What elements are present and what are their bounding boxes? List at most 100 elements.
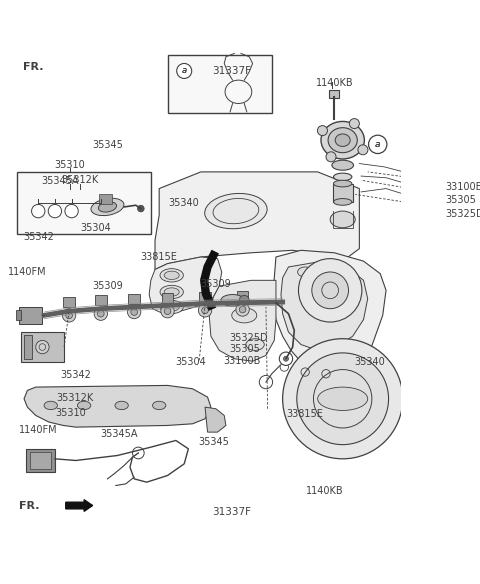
FancyBboxPatch shape xyxy=(24,335,32,359)
Ellipse shape xyxy=(314,265,329,274)
FancyBboxPatch shape xyxy=(30,452,51,469)
Ellipse shape xyxy=(98,201,117,212)
Text: 1140KB: 1140KB xyxy=(306,486,344,496)
Circle shape xyxy=(284,356,288,361)
Text: 35325D: 35325D xyxy=(230,333,268,343)
FancyBboxPatch shape xyxy=(17,172,151,234)
Text: 35304: 35304 xyxy=(81,223,111,232)
Ellipse shape xyxy=(153,401,166,409)
Ellipse shape xyxy=(321,121,364,159)
Ellipse shape xyxy=(246,339,264,350)
Circle shape xyxy=(177,64,192,78)
Text: 35312K: 35312K xyxy=(56,393,94,403)
Ellipse shape xyxy=(204,193,267,229)
Ellipse shape xyxy=(164,303,179,311)
Circle shape xyxy=(312,272,348,309)
Polygon shape xyxy=(24,385,211,427)
Text: 1140FM: 1140FM xyxy=(19,426,58,436)
Text: 35345: 35345 xyxy=(198,437,229,447)
Circle shape xyxy=(128,305,141,319)
Text: 35305: 35305 xyxy=(230,343,261,353)
Polygon shape xyxy=(205,407,226,432)
Text: 35340: 35340 xyxy=(354,357,385,367)
Circle shape xyxy=(97,310,104,317)
Circle shape xyxy=(202,307,208,314)
FancyBboxPatch shape xyxy=(19,307,42,324)
Ellipse shape xyxy=(331,267,346,277)
Circle shape xyxy=(317,126,327,135)
Polygon shape xyxy=(149,257,222,314)
Circle shape xyxy=(297,353,388,444)
Circle shape xyxy=(279,352,293,366)
Circle shape xyxy=(137,205,144,212)
Text: 35312K: 35312K xyxy=(61,175,98,185)
FancyBboxPatch shape xyxy=(443,177,480,225)
Text: 35310: 35310 xyxy=(55,160,85,170)
FancyArrow shape xyxy=(66,500,93,512)
Ellipse shape xyxy=(335,134,350,147)
Polygon shape xyxy=(209,280,276,361)
Text: 35309: 35309 xyxy=(93,281,123,291)
Text: 35305: 35305 xyxy=(445,195,476,205)
Circle shape xyxy=(65,204,78,218)
Ellipse shape xyxy=(160,286,183,298)
FancyBboxPatch shape xyxy=(162,293,173,303)
FancyBboxPatch shape xyxy=(199,292,211,302)
Circle shape xyxy=(259,376,273,389)
Circle shape xyxy=(132,447,144,459)
Ellipse shape xyxy=(160,269,183,282)
Ellipse shape xyxy=(330,211,355,228)
Polygon shape xyxy=(281,262,368,350)
Circle shape xyxy=(349,119,360,128)
Text: 35310: 35310 xyxy=(55,408,86,418)
Circle shape xyxy=(131,309,137,315)
Ellipse shape xyxy=(164,288,179,296)
Text: 33815E: 33815E xyxy=(286,409,323,419)
Circle shape xyxy=(161,304,174,318)
Circle shape xyxy=(369,135,387,154)
Ellipse shape xyxy=(221,294,244,306)
Text: 33100B: 33100B xyxy=(223,356,260,366)
Text: 33100B: 33100B xyxy=(445,182,480,192)
Text: 35304: 35304 xyxy=(176,357,206,367)
FancyBboxPatch shape xyxy=(128,294,140,304)
Circle shape xyxy=(283,339,403,459)
Circle shape xyxy=(239,296,249,305)
Circle shape xyxy=(164,308,171,315)
Ellipse shape xyxy=(318,387,368,411)
Ellipse shape xyxy=(344,273,359,283)
Ellipse shape xyxy=(77,401,91,409)
FancyBboxPatch shape xyxy=(21,332,64,362)
FancyBboxPatch shape xyxy=(63,297,75,307)
Circle shape xyxy=(48,204,61,218)
Circle shape xyxy=(236,303,249,316)
Text: 31337F: 31337F xyxy=(212,66,251,76)
Text: FR.: FR. xyxy=(19,500,39,510)
Text: a: a xyxy=(181,67,187,75)
Text: 31337F: 31337F xyxy=(212,507,251,517)
Ellipse shape xyxy=(298,267,312,277)
FancyBboxPatch shape xyxy=(95,296,107,305)
Polygon shape xyxy=(273,251,386,376)
Circle shape xyxy=(36,340,49,354)
Text: a: a xyxy=(375,140,381,149)
Ellipse shape xyxy=(115,401,128,409)
Text: 35325D: 35325D xyxy=(445,208,480,218)
Text: 1140FM: 1140FM xyxy=(8,266,47,277)
Circle shape xyxy=(94,307,108,321)
Polygon shape xyxy=(155,172,360,269)
FancyBboxPatch shape xyxy=(99,194,112,204)
FancyBboxPatch shape xyxy=(26,449,55,472)
FancyBboxPatch shape xyxy=(329,90,339,99)
Circle shape xyxy=(358,145,368,155)
Text: 33815E: 33815E xyxy=(140,252,177,262)
FancyBboxPatch shape xyxy=(458,173,480,220)
Ellipse shape xyxy=(334,180,352,187)
Text: 35309: 35309 xyxy=(201,279,231,288)
Text: 35345A: 35345A xyxy=(41,176,79,186)
Text: 35340: 35340 xyxy=(168,199,200,208)
Ellipse shape xyxy=(334,173,352,180)
Circle shape xyxy=(326,152,336,162)
Ellipse shape xyxy=(332,160,354,170)
Circle shape xyxy=(299,259,362,322)
